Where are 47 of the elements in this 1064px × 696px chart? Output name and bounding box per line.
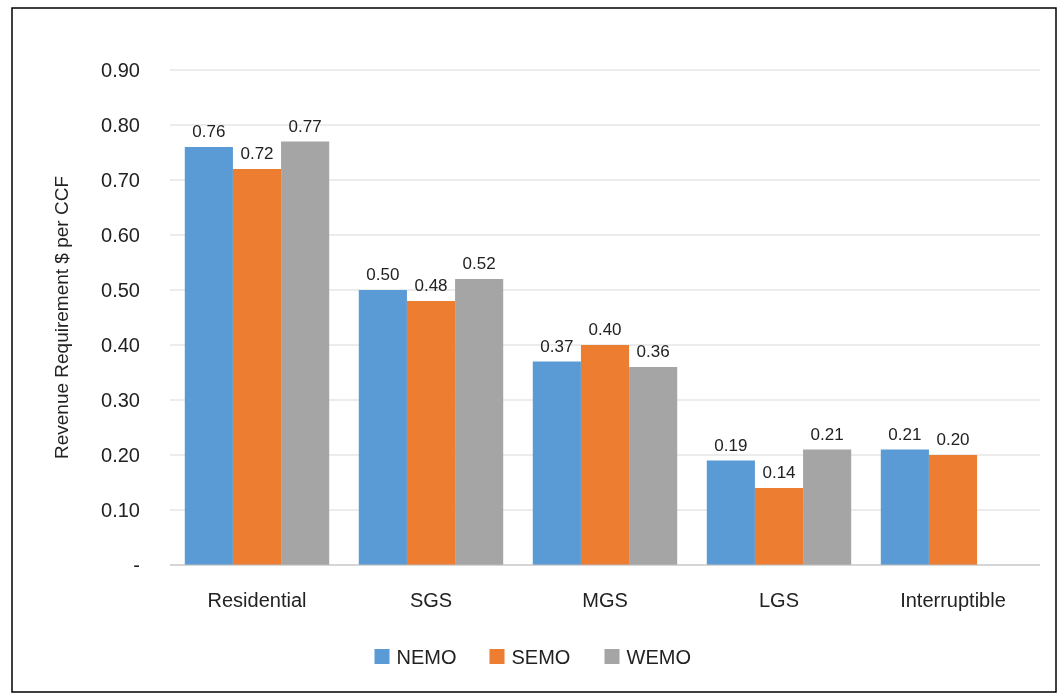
bar — [928, 455, 978, 565]
data-label: 0.21 — [888, 424, 922, 444]
y-tick-label: 0.10 — [101, 499, 140, 521]
bar — [406, 301, 456, 565]
x-tick-label: SGS — [409, 589, 453, 611]
bar — [281, 141, 330, 565]
y-tick-label: 0.70 — [101, 169, 140, 191]
data-label: 0.37 — [540, 336, 574, 356]
bar — [629, 367, 678, 565]
legend-label: NEMO — [396, 646, 457, 668]
data-label: 0.50 — [366, 265, 400, 284]
bar — [754, 488, 804, 565]
y-tick-label: - — [133, 554, 140, 576]
y-tick-label: 0.20 — [101, 444, 140, 466]
bar — [706, 460, 755, 565]
x-tick-label: LGS — [758, 589, 800, 611]
x-tick-label: MGS — [582, 589, 628, 611]
x-tick-label: Interruptible — [900, 589, 1006, 611]
bar — [455, 279, 504, 565]
data-label: 0.19 — [714, 435, 748, 455]
data-label: 0.72 — [240, 144, 274, 163]
x-tick-label: Residential — [207, 589, 307, 611]
y-tick-label: 0.50 — [101, 279, 140, 301]
y-tick-label: 0.80 — [101, 114, 140, 136]
y-tick-label: 0.30 — [101, 389, 140, 411]
bar — [184, 147, 233, 565]
bar — [803, 449, 852, 565]
data-label: 0.48 — [414, 276, 448, 295]
data-label: 0.21 — [810, 424, 844, 444]
y-tick-label: 0.40 — [101, 334, 140, 356]
data-label: 0.52 — [462, 254, 496, 273]
bar — [232, 169, 282, 565]
data-label: 0.36 — [636, 342, 670, 361]
bar — [580, 345, 630, 565]
y-tick-label: 0.60 — [101, 224, 140, 246]
bar — [532, 361, 581, 565]
data-label: 0.14 — [762, 463, 796, 482]
y-tick-label: 0.90 — [101, 59, 140, 81]
legend-label: SEMO — [511, 646, 571, 668]
data-label: 0.20 — [936, 430, 970, 449]
bar — [880, 449, 929, 565]
data-label: 0.77 — [288, 116, 322, 136]
y-axis-title: Revenue Requirement $ per CCF — [51, 175, 72, 460]
data-label: 0.40 — [588, 320, 622, 339]
bar — [358, 290, 407, 565]
legend-label: WEMO — [626, 646, 691, 668]
data-label: 0.76 — [192, 122, 226, 141]
